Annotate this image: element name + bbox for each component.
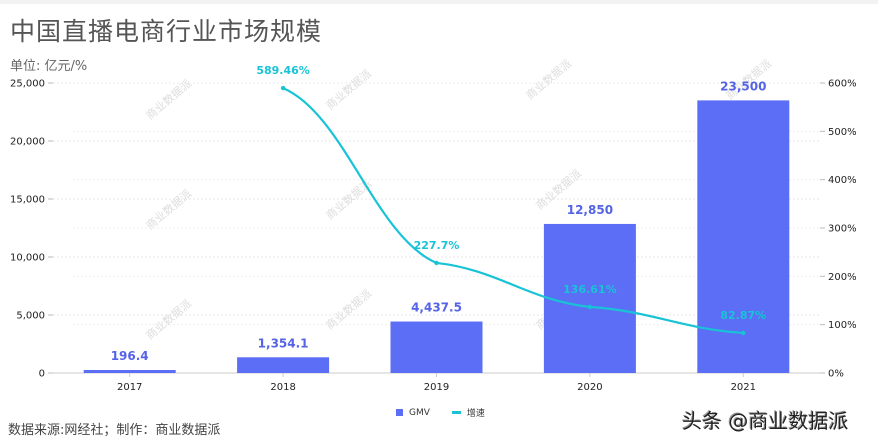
chart-title: 中国直播电商行业市场规模 bbox=[10, 17, 323, 46]
bar-gmv[interactable] bbox=[390, 321, 483, 373]
x-axis-label: 2019 bbox=[424, 382, 449, 393]
legend-gmv-label: GMV bbox=[409, 407, 430, 418]
growth-point[interactable] bbox=[280, 85, 286, 91]
brand-watermark: 头条 @商业数据派 bbox=[682, 409, 849, 433]
left-axis-tick: 10,000 bbox=[10, 253, 45, 264]
right-axis-tick: 600% bbox=[828, 79, 857, 90]
bar-gmv[interactable] bbox=[543, 223, 636, 373]
legend: GMV 增速 bbox=[396, 406, 485, 419]
watermark-text: 商业数据派 bbox=[143, 186, 194, 232]
right-axis-tick: 100% bbox=[828, 320, 857, 331]
left-axis-tick: 20,000 bbox=[10, 137, 45, 148]
legend-gmv-swatch bbox=[396, 409, 403, 416]
legend-growth-label: 增速 bbox=[466, 409, 485, 419]
growth-value-label: 82.87% bbox=[720, 309, 766, 322]
x-axis-label: 2021 bbox=[731, 382, 756, 393]
right-axis-tick: 400% bbox=[828, 175, 857, 186]
growth-point[interactable] bbox=[434, 260, 439, 266]
watermark-text: 商业数据派 bbox=[523, 56, 574, 102]
right-axis-tick: 200% bbox=[828, 272, 857, 283]
growth-value-label: 136.61% bbox=[563, 283, 616, 296]
left-axis-tick: 0 bbox=[39, 369, 45, 380]
bar-value-label: 1,354.1 bbox=[258, 336, 309, 350]
data-source-note: 数据来源:网经社；制作：商业数据派 bbox=[8, 423, 221, 438]
legend-growth-swatch bbox=[451, 411, 461, 414]
right-axis-tick: 0% bbox=[828, 369, 844, 380]
bar-gmv[interactable] bbox=[237, 357, 330, 373]
right-axis-tick: 300% bbox=[828, 224, 857, 235]
bar-value-label: 196.4 bbox=[111, 349, 149, 363]
left-axis-tick: 25,000 bbox=[10, 79, 45, 90]
growth-point[interactable] bbox=[741, 330, 746, 336]
watermark-text: 商业数据派 bbox=[143, 296, 194, 342]
growth-value-label: 589.46% bbox=[256, 64, 309, 77]
growth-point[interactable] bbox=[587, 304, 593, 310]
growth-value-label: 227.7% bbox=[414, 239, 460, 252]
right-axis-tick: 500% bbox=[828, 127, 857, 138]
bar-value-label: 12,850 bbox=[567, 203, 613, 217]
unit-label: 单位: 亿元/% bbox=[10, 59, 88, 74]
bar-gmv[interactable] bbox=[697, 100, 790, 374]
x-axis-label: 2018 bbox=[270, 382, 295, 393]
left-axis-tick: 15,000 bbox=[10, 195, 45, 206]
left-axis-tick: 5,000 bbox=[16, 311, 45, 322]
bar-value-label: 4,437.5 bbox=[411, 301, 462, 315]
bar-gmv[interactable] bbox=[83, 370, 176, 373]
top-strip bbox=[0, 0, 878, 4]
watermark-text: 商业数据派 bbox=[323, 286, 374, 332]
bar-value-label: 23,500 bbox=[720, 79, 766, 93]
watermark-text: 商业数据派 bbox=[323, 66, 374, 112]
x-axis-label: 2017 bbox=[117, 382, 142, 393]
growth-line[interactable] bbox=[282, 87, 744, 335]
x-axis-label: 2020 bbox=[577, 382, 602, 393]
